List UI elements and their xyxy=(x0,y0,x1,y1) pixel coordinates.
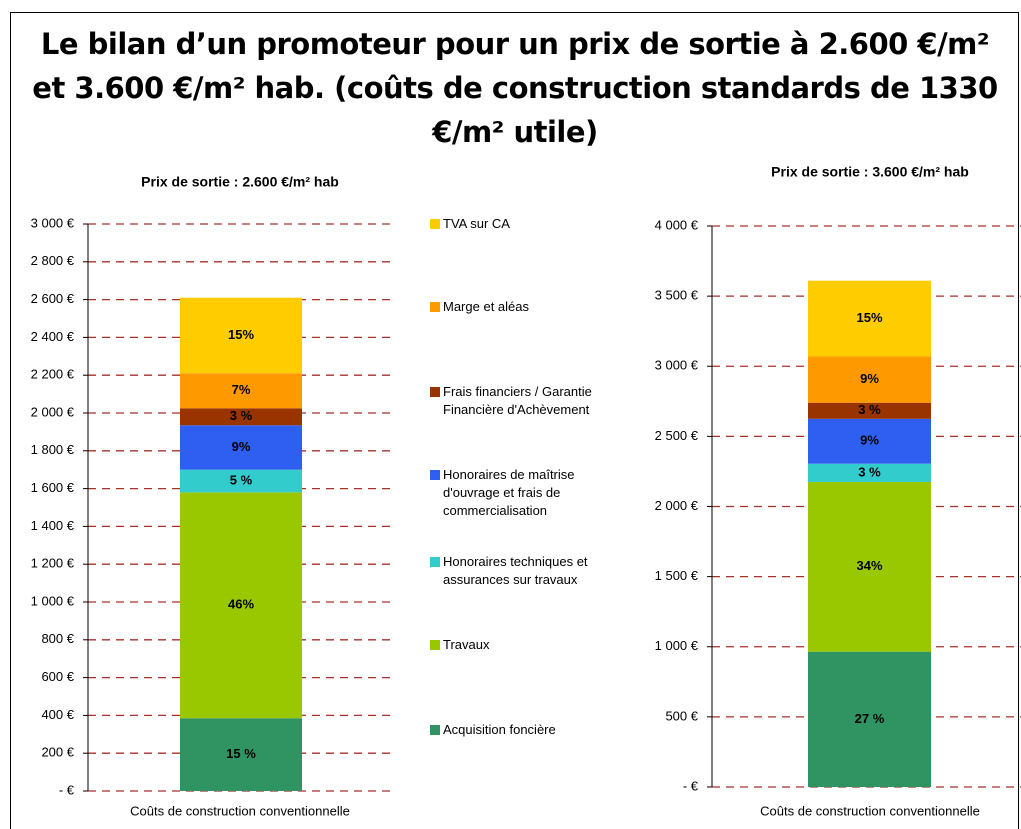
y-tick-label: 1 800 € xyxy=(31,442,75,457)
y-tick-label: 600 € xyxy=(41,669,74,684)
y-tick-label: 500 € xyxy=(665,708,698,723)
legend-label: TVA sur CA xyxy=(443,216,510,231)
frame xyxy=(10,12,1019,829)
bar-segment xyxy=(180,718,302,791)
y-tick-label: 1 500 € xyxy=(655,568,699,583)
y-tick-label: 2 400 € xyxy=(31,329,75,344)
legend-swatch xyxy=(430,557,440,567)
y-tick-label: 2 600 € xyxy=(31,291,75,306)
y-tick-label: 400 € xyxy=(41,707,74,722)
bar-segment xyxy=(808,481,931,652)
bar-segment xyxy=(808,402,931,419)
y-tick-label: 2 000 € xyxy=(31,404,75,419)
bar-segment xyxy=(180,469,302,493)
legend-label: Acquisition foncière xyxy=(443,722,556,737)
y-tick-label: 2 000 € xyxy=(655,498,699,513)
bar-segment xyxy=(180,425,302,470)
legend-label: Travaux xyxy=(443,637,490,652)
segment-label: 7% xyxy=(232,382,251,397)
bar-segment xyxy=(180,373,302,409)
y-tick-label: 1 200 € xyxy=(31,556,75,571)
legend-label: Honoraires techniques et assurances sur … xyxy=(443,554,588,587)
legend-swatch xyxy=(430,387,440,397)
segment-label: 34% xyxy=(856,558,882,573)
y-tick-label: 3 500 € xyxy=(655,288,699,303)
segment-label: 9% xyxy=(232,439,251,454)
y-tick-label: 800 € xyxy=(41,631,74,646)
segment-label: 27 % xyxy=(855,711,885,726)
segment-label: 9% xyxy=(860,371,879,386)
y-tick-label: 1 000 € xyxy=(655,638,699,653)
y-tick-label: 2 200 € xyxy=(31,367,75,382)
y-tick-label: - € xyxy=(59,782,75,797)
segment-label: 15% xyxy=(228,327,254,342)
legend-label: Frais financiers / Garantie Financière d… xyxy=(443,384,592,417)
segment-label: 3 % xyxy=(858,402,881,417)
y-tick-label: 2 500 € xyxy=(655,428,699,443)
segment-label: 15 % xyxy=(226,746,256,761)
bar-segment xyxy=(808,651,931,787)
segment-label: 3 % xyxy=(230,408,253,423)
bar-segment xyxy=(808,356,931,403)
y-tick-label: 1 000 € xyxy=(31,593,75,608)
y-tick-label: 4 000 € xyxy=(655,217,699,232)
bar-segment xyxy=(808,418,931,464)
y-tick-label: 2 800 € xyxy=(31,253,75,268)
y-tick-label: 1 400 € xyxy=(31,518,75,533)
legend-swatch xyxy=(430,219,440,229)
x-tick-label: Coûts de construction conventionnelle xyxy=(760,803,980,818)
segment-label: 15% xyxy=(856,310,882,325)
bar-segment xyxy=(808,280,931,357)
segment-label: 3 % xyxy=(858,464,881,479)
bar-segment xyxy=(180,408,302,426)
page-title: Le bilan d’un promoteur pour un prix de … xyxy=(32,27,998,149)
bar-segment xyxy=(180,492,302,719)
legend-label: Marge et aléas xyxy=(443,299,529,314)
legend-swatch xyxy=(430,725,440,735)
legend-swatch xyxy=(430,470,440,480)
chart-title: Prix de sortie : 2.600 €/m² hab xyxy=(141,174,339,190)
y-tick-label: 3 000 € xyxy=(655,358,699,373)
segment-label: 9% xyxy=(860,433,879,448)
chart-title: Prix de sortie : 3.600 €/m² hab xyxy=(771,164,969,180)
bar-segment xyxy=(808,463,931,482)
legend-label: Honoraires de maîtrise d'ouvrage et frai… xyxy=(443,467,575,518)
y-tick-label: 1 600 € xyxy=(31,480,75,495)
y-tick-label: 3 000 € xyxy=(31,215,75,230)
segment-label: 46% xyxy=(228,597,254,612)
segment-label: 5 % xyxy=(230,472,253,487)
legend-swatch xyxy=(430,302,440,312)
y-tick-label: - € xyxy=(683,778,699,793)
legend-swatch xyxy=(430,640,440,650)
x-tick-label: Coûts de construction conventionnelle xyxy=(130,803,350,818)
bar-segment xyxy=(180,297,302,374)
y-tick-label: 200 € xyxy=(41,745,74,760)
